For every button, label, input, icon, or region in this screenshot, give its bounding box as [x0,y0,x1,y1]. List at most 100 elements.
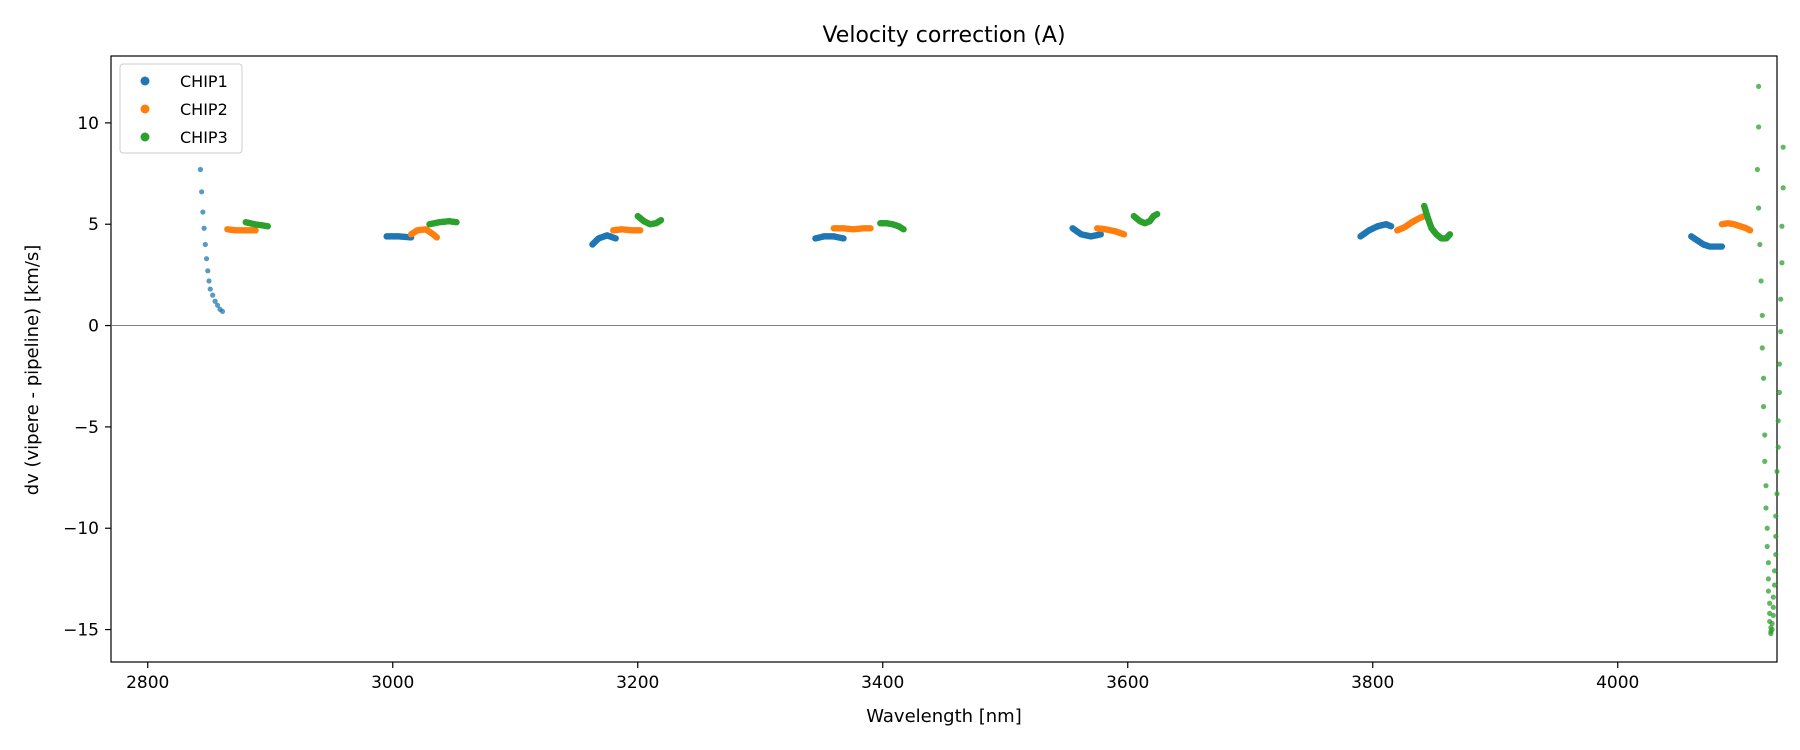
data-point [1446,231,1454,238]
data-point [1762,432,1768,438]
data-point [1757,241,1763,248]
x-tick-label: 3800 [1351,673,1394,693]
data-point [1765,588,1772,594]
legend-label-chip2: CHIP2 [180,100,228,119]
data-point [1775,444,1781,450]
axes-frame [110,55,1778,663]
data-point [1759,312,1765,319]
data-point [1773,513,1779,519]
legend-label-chip3: CHIP3 [180,128,228,147]
legend-marker-chip1 [140,76,150,86]
data-point [207,286,213,292]
x-tick-label: 3600 [1106,673,1149,693]
data-point [210,292,216,298]
data-point [1770,604,1776,610]
data-point [1758,278,1764,284]
data-point [1780,144,1786,150]
y-axis-label: dv (vipere - pipeline) [km/s] [22,245,43,496]
data-point [1765,576,1772,582]
data-point [867,225,874,232]
y-tick-label: −15 [63,621,99,641]
x-tick-label: 4000 [1596,673,1639,693]
y-tick-label: 10 [77,114,99,134]
y-tick-label: −5 [74,418,99,438]
data-point [1778,296,1784,302]
data-point [1770,612,1776,618]
data-point [1779,223,1785,229]
data-point [657,216,665,224]
data-point [1153,210,1161,218]
data-point [433,234,441,241]
x-tick-label: 3000 [371,673,414,693]
data-point [1773,551,1779,558]
legend-box [119,63,243,154]
data-point [1767,600,1773,606]
data-point [201,225,207,231]
chart-title: Velocity correction (A) [822,23,1065,48]
data-point [200,209,206,215]
data-point [1773,533,1779,539]
y-tick-label: 5 [88,215,99,235]
data-point [1762,458,1768,464]
data-point [1756,83,1762,90]
data-point [1765,560,1772,566]
data-point [1771,568,1778,574]
data-point [1764,525,1770,531]
data-point [1775,418,1781,424]
x-tick-label: 3400 [861,673,904,693]
data-point [1718,243,1726,250]
legend: CHIP1 CHIP2 CHIP3 [119,63,243,154]
data-point [1746,227,1754,234]
data-point [199,189,205,195]
data-point [197,166,204,173]
data-point [1756,205,1762,211]
data-point [840,235,847,242]
data-point [1768,631,1774,637]
data-point [1776,361,1783,367]
data-point [1776,389,1783,396]
data-point [202,241,208,248]
data-point [252,227,259,234]
data-point [1764,543,1770,550]
y-tick-label: −10 [63,519,99,539]
data-point [1120,231,1128,238]
data-point [1774,468,1780,475]
data-point [219,308,226,314]
data-point [203,256,210,262]
series-chip3 [242,83,1786,637]
series-chip1 [197,166,1726,314]
data-point [1387,223,1395,230]
x-tick-label: 3200 [616,673,659,693]
data-point [612,235,619,242]
data-point [1763,483,1769,489]
y-tick-label: 0 [88,317,99,337]
data-point [212,298,218,304]
data-point [1756,124,1762,130]
data-point [1779,260,1785,266]
data-point [453,218,460,226]
legend-marker-chip2 [140,104,150,114]
data-point [1760,375,1767,381]
legend-label-chip1: CHIP1 [180,72,228,91]
data-point [1760,404,1767,410]
legend-marker-chip3 [140,132,150,142]
data-point [1097,231,1105,238]
data-point [1771,582,1778,588]
data-point [1759,345,1765,351]
data-point [900,226,907,233]
data-point [637,227,644,234]
data-point [205,268,211,274]
data-point [1769,626,1775,633]
data-point [1754,166,1760,173]
x-axis-label: Wavelength [nm] [866,706,1022,727]
data-point [1770,594,1776,600]
series-chip2 [224,212,1754,241]
x-tick-label: 2800 [126,673,169,693]
data-point [1774,491,1780,497]
data-point [206,278,212,284]
data-point [264,223,271,230]
data-point [1778,329,1784,335]
plot-area: 2800 3000 3200 3400 3600 3800 4000 −15 −10 −5 0 5 10 [63,55,1786,693]
data-point [1763,505,1769,511]
